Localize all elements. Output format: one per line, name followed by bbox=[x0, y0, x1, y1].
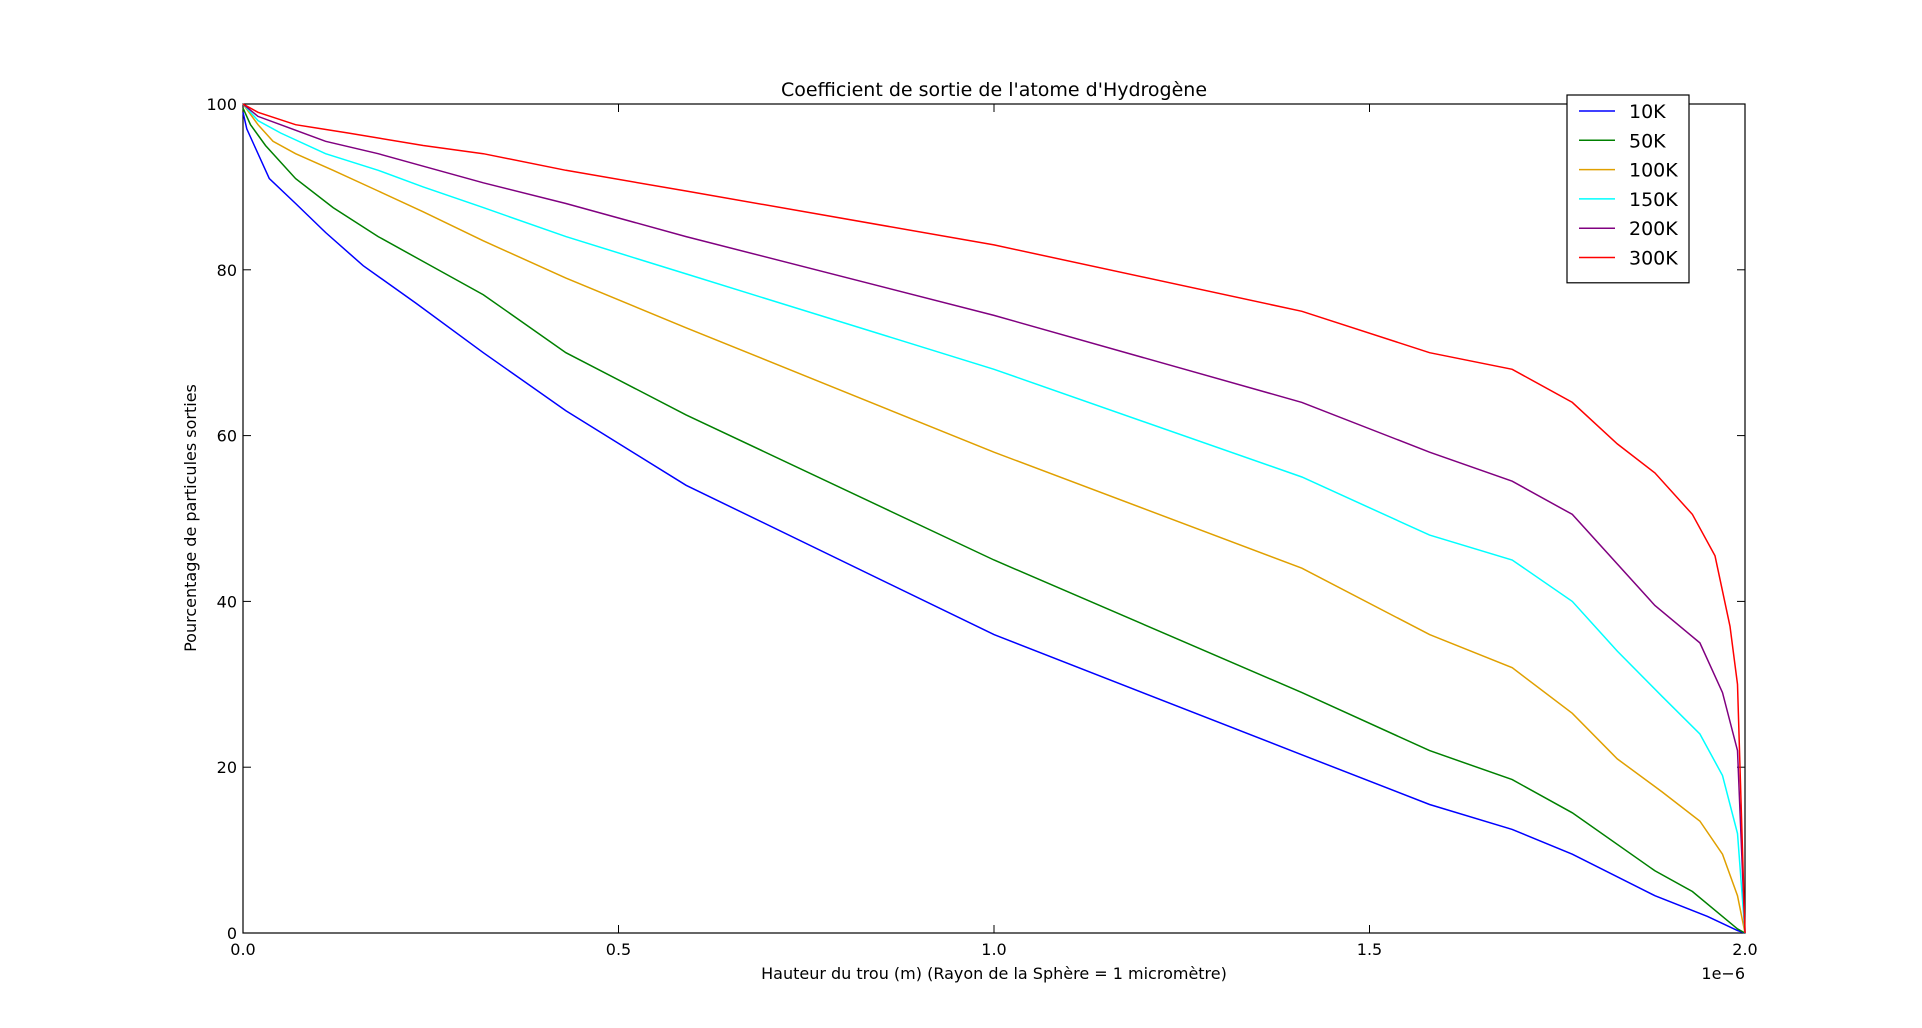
y-tick-label: 100 bbox=[206, 95, 237, 114]
legend-label-200K: 200K bbox=[1629, 218, 1678, 240]
chart-title: Coefficient de sortie de l'atome d'Hydro… bbox=[781, 79, 1207, 101]
plot-area: 0.0 0.5 1.0 1.5 2.0 0 20 40 60 80 100 bbox=[206, 95, 1757, 959]
plot-frame bbox=[242, 103, 1746, 934]
y-axis-label: Pourcentage de particules sorties bbox=[181, 384, 200, 652]
x-tick-label: 0.0 bbox=[230, 940, 255, 959]
y-tick-label: 60 bbox=[217, 427, 237, 446]
y-tick-label: 80 bbox=[217, 261, 237, 280]
x-tick-label: 1.0 bbox=[981, 940, 1006, 959]
legend: 10K 50K 100K 150K 200K 300K bbox=[1566, 94, 1690, 284]
legend-label-100K: 100K bbox=[1629, 160, 1678, 182]
series-line-10K bbox=[242, 112, 1746, 934]
series-line-300K bbox=[242, 103, 1746, 934]
y-tick-label: 0 bbox=[227, 924, 237, 943]
x-axis-label: Hauteur du trou (m) (Rayon de la Sphère … bbox=[761, 964, 1227, 983]
series-line-150K bbox=[242, 103, 1746, 934]
legend-label-300K: 300K bbox=[1629, 248, 1678, 270]
series-line-200K bbox=[242, 103, 1746, 934]
x-tick-label: 2.0 bbox=[1732, 940, 1757, 959]
x-tick-label: 0.5 bbox=[606, 940, 631, 959]
legend-label-50K: 50K bbox=[1629, 130, 1666, 152]
series-lines bbox=[242, 103, 1746, 934]
x-tick-label: 1.5 bbox=[1357, 940, 1382, 959]
legend-label-150K: 150K bbox=[1629, 189, 1678, 211]
y-tick-label: 20 bbox=[217, 758, 237, 777]
series-line-100K bbox=[242, 103, 1746, 934]
legend-label-10K: 10K bbox=[1629, 101, 1666, 123]
y-tick-label: 40 bbox=[217, 592, 237, 611]
axis-ticks: 0.0 0.5 1.0 1.5 2.0 0 20 40 60 80 100 bbox=[206, 95, 1757, 959]
legend-box bbox=[1566, 94, 1690, 284]
x-axis-offset-label: 1e−6 bbox=[1701, 964, 1745, 983]
series-line-50K bbox=[242, 107, 1746, 934]
